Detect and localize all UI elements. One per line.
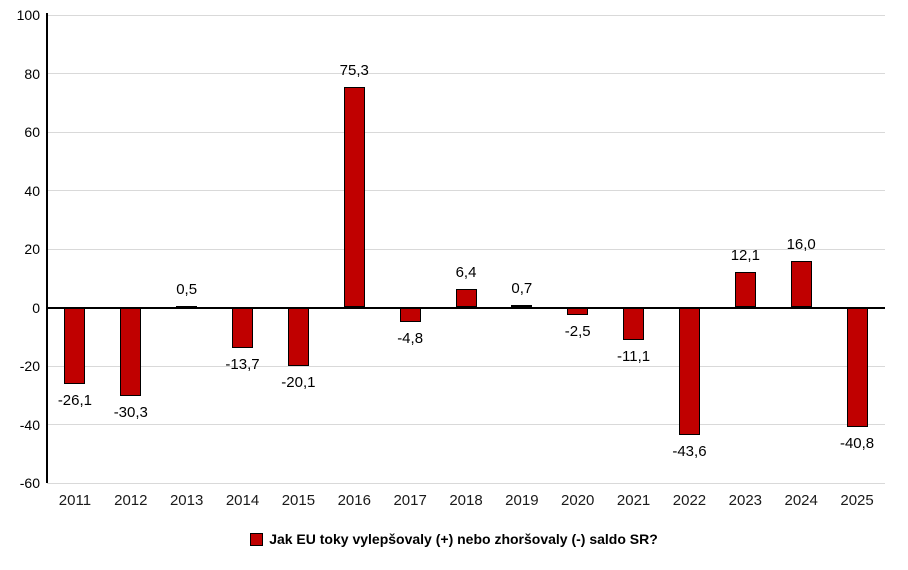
- gridline: [47, 482, 885, 484]
- bar: [287, 307, 309, 367]
- bar: [176, 306, 198, 309]
- bar: [734, 272, 756, 308]
- bar: [232, 307, 254, 348]
- bar-value-label: -26,1: [57, 391, 93, 409]
- y-axis-tick-label: 20: [24, 241, 40, 257]
- bar-value-label: 12,1: [730, 247, 760, 265]
- y-axis-tick-label: 40: [24, 182, 40, 199]
- legend: Jak EU toky vylepšovaly (+) nebo zhoršov…: [0, 531, 908, 547]
- gridline: [47, 248, 885, 250]
- bar: [343, 87, 365, 308]
- x-axis-category-label: 2015: [281, 492, 316, 509]
- x-axis-zero-line: [47, 306, 885, 309]
- gridline: [47, 131, 885, 133]
- gridline: [47, 190, 885, 191]
- bar: [64, 307, 86, 384]
- bar-value-label: -40,8: [839, 434, 875, 452]
- bar: [567, 307, 589, 315]
- x-axis-category-label: 2016: [337, 492, 371, 509]
- bar-value-label: 6,4: [455, 263, 477, 281]
- legend-marker-icon: [250, 532, 264, 546]
- bar: [455, 288, 477, 308]
- gridline: [47, 73, 885, 74]
- x-axis-category-label: 2019: [505, 492, 539, 509]
- y-axis-tick-label: 80: [24, 65, 40, 82]
- y-axis-tick-label: -60: [19, 475, 40, 491]
- bar-value-label: 0,7: [511, 280, 533, 298]
- bar: [678, 307, 700, 436]
- y-axis-tick-label: 0: [32, 299, 40, 316]
- bar-value-label: -43,6: [672, 443, 707, 461]
- y-axis-line: [46, 13, 48, 483]
- y-axis-tick-label: -40: [19, 416, 40, 433]
- x-axis-category-label: 2018: [449, 492, 483, 509]
- x-axis-category-label: 2021: [616, 492, 651, 509]
- bar-value-label: -13,7: [225, 355, 260, 373]
- bar: [623, 307, 645, 340]
- bar: [846, 307, 868, 427]
- x-axis-category-label: 2022: [672, 492, 707, 509]
- bar-value-label: 16,0: [786, 235, 816, 253]
- bar-value-label: -11,1: [617, 347, 651, 365]
- y-axis-tick-label: 100: [16, 7, 40, 23]
- bar: [120, 307, 142, 397]
- x-axis-category-label: 2025: [840, 492, 874, 509]
- gridline: [47, 365, 885, 367]
- bar: [511, 305, 533, 308]
- gridline: [47, 14, 885, 16]
- bar-value-label: -20,1: [281, 374, 316, 392]
- x-axis-category-label: 2020: [561, 492, 595, 509]
- x-axis-category-label: 2017: [393, 492, 427, 509]
- x-axis-category-label: 2024: [784, 492, 818, 509]
- bar-value-label: -30,3: [113, 404, 148, 422]
- bar-value-label: 75,3: [339, 62, 369, 80]
- bar: [790, 260, 812, 308]
- legend-label: Jak EU toky vylepšovaly (+) nebo zhoršov…: [269, 531, 658, 547]
- bar: [399, 307, 421, 322]
- gridline: [47, 424, 885, 425]
- x-axis-category-label: 2013: [169, 492, 204, 509]
- y-axis-tick-label: 60: [24, 124, 40, 140]
- y-axis-tick-label: -20: [19, 358, 40, 374]
- x-axis-category-label: 2012: [114, 492, 148, 509]
- bar-value-label: -4,8: [397, 329, 424, 347]
- x-axis-category-label: 2011: [58, 492, 92, 509]
- x-axis-category-label: 2014: [225, 492, 260, 509]
- x-axis-category-label: 2023: [728, 492, 763, 509]
- bar-value-label: 0,5: [176, 281, 198, 299]
- bar-value-label: -2,5: [564, 322, 591, 340]
